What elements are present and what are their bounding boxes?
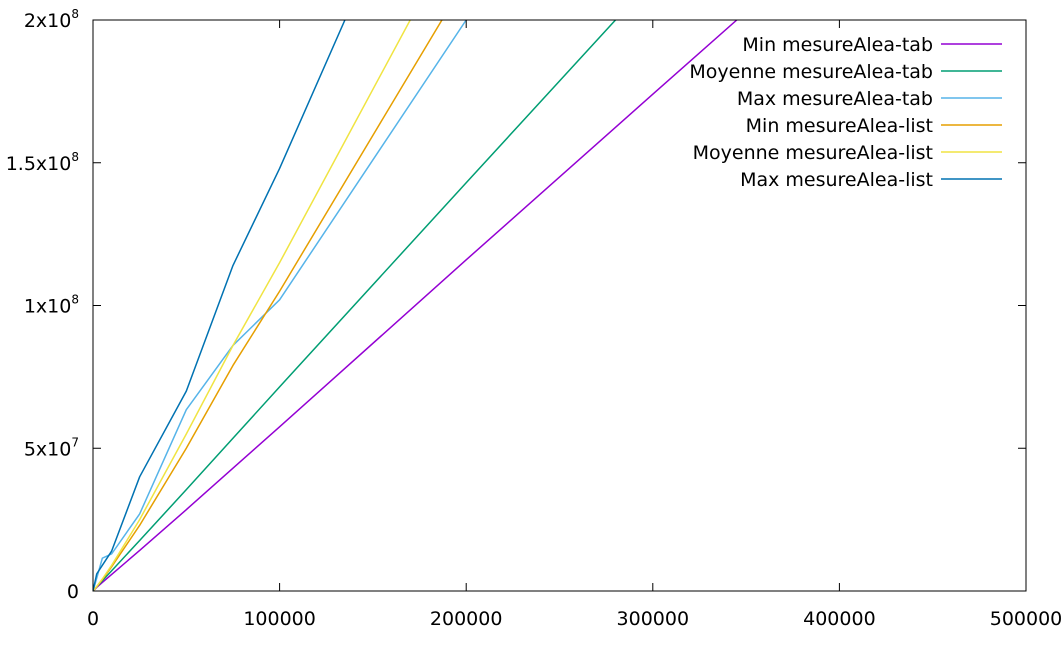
y-tick-exponent: 8 — [71, 7, 79, 21]
y-tick-mantissa: 0 — [67, 581, 79, 603]
series-line-5 — [93, 20, 411, 591]
x-tick-label: 0 — [87, 608, 99, 630]
y-tick-exponent: 8 — [71, 293, 79, 307]
y-tick-mantissa: 5x10 — [24, 438, 72, 460]
y-tick-exponent: 8 — [71, 150, 79, 164]
legend-label: Min mesureAlea-list — [746, 115, 933, 137]
legend-label: Min mesureAlea-tab — [742, 34, 933, 56]
legend-label: Max mesureAlea-list — [740, 169, 933, 191]
y-tick-mantissa: 1.5x10 — [6, 153, 72, 175]
series-layer — [93, 20, 738, 591]
legend-label: Moyenne mesureAlea-list — [693, 142, 933, 164]
series-line-6 — [93, 20, 346, 591]
y-tick-label: 1.5x108 — [6, 150, 79, 175]
y-tick-exponent: 7 — [71, 435, 79, 449]
x-tick-label: 300000 — [617, 608, 690, 630]
y-tick-mantissa: 2x10 — [24, 10, 72, 32]
y-tick-label: 5x107 — [24, 435, 79, 460]
legend-label: Max mesureAlea-tab — [737, 88, 933, 110]
y-tick-label: 0 — [67, 581, 79, 603]
legend-label: Moyenne mesureAlea-tab — [689, 61, 933, 83]
series-line-1 — [93, 20, 738, 591]
x-tick-label: 200000 — [430, 608, 503, 630]
x-tick-label: 400000 — [803, 608, 876, 630]
legend: Min mesureAlea-tab Moyenne mesureAlea-tab… — [689, 34, 1002, 191]
y-tick-label: 2x108 — [24, 7, 79, 32]
x-tick-label: 100000 — [243, 608, 316, 630]
axes-layer: 0 100000 200000 300000 400000 500000 0 5x107 1x1… — [6, 7, 1062, 630]
y-tick-mantissa: 1x10 — [24, 296, 72, 318]
y-tick-label: 1x108 — [24, 293, 79, 318]
x-tick-label: 500000 — [990, 608, 1062, 630]
